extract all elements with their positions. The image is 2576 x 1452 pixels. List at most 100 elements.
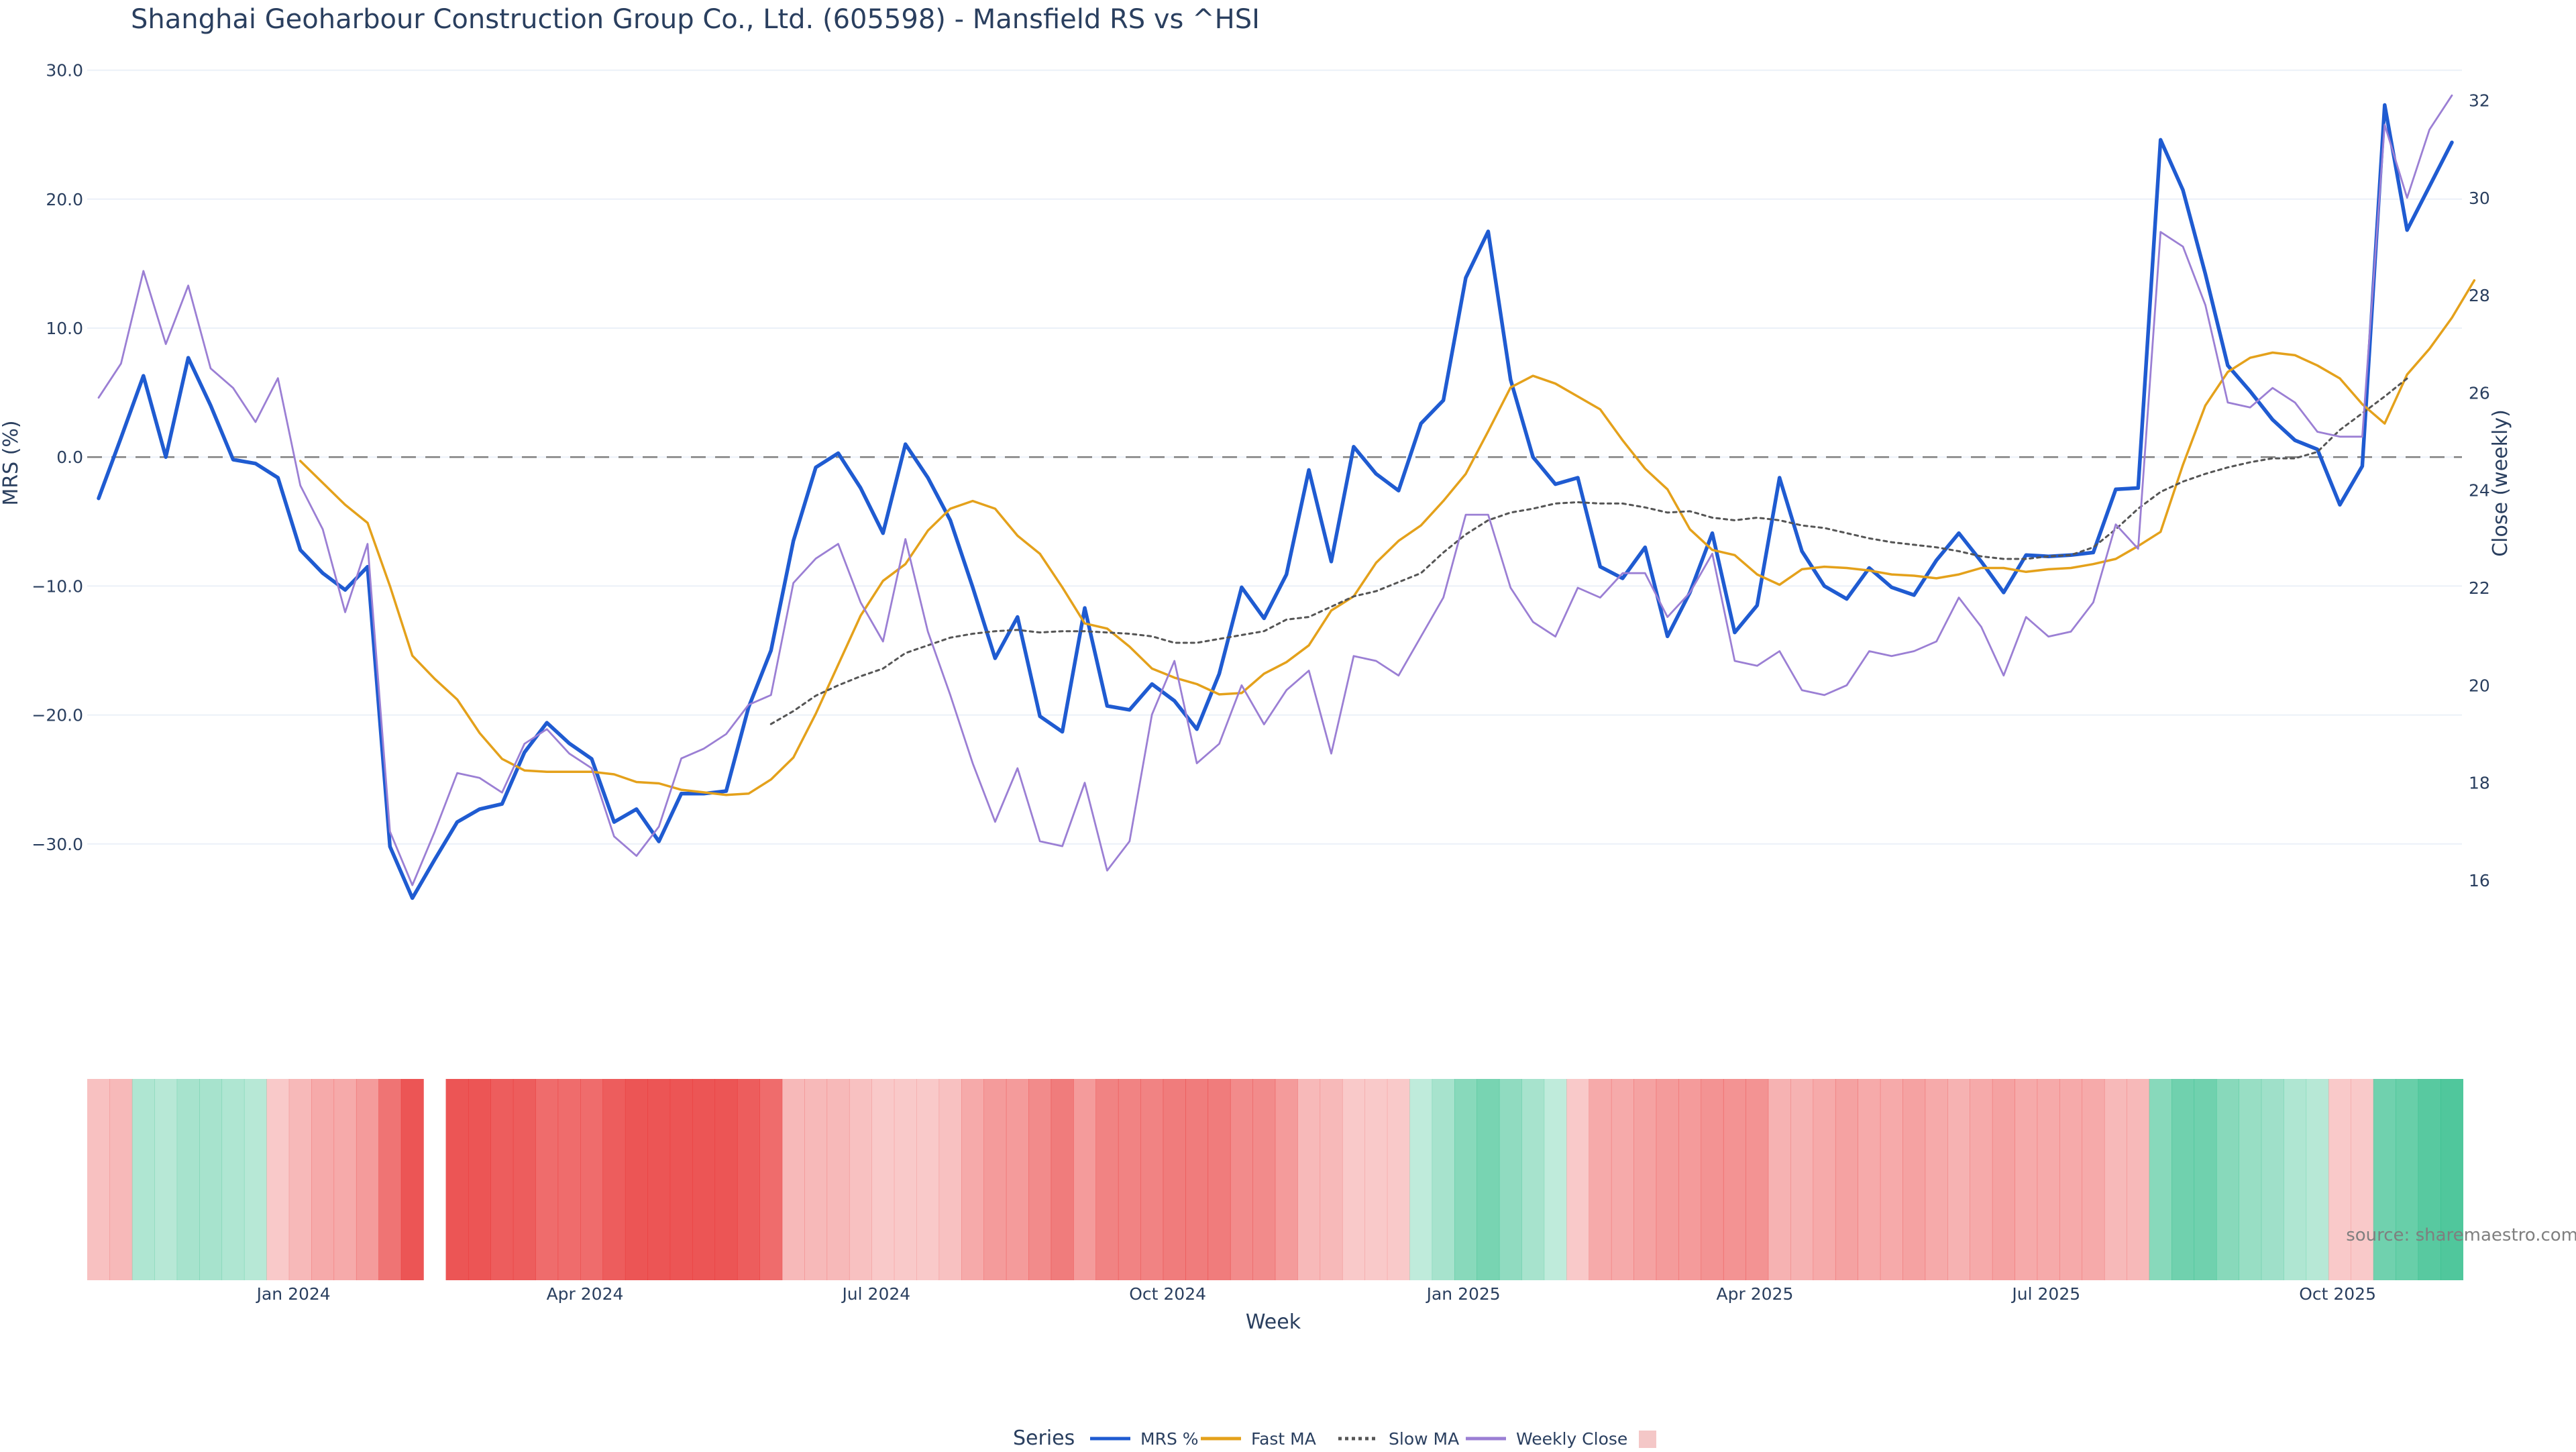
heatmap-cell	[1342, 1079, 1365, 1280]
heatmap-cell	[1723, 1079, 1746, 1280]
heatmap-cell	[782, 1079, 805, 1280]
heatmap-cell	[311, 1079, 335, 1280]
x-tick-label: Oct 2025	[2299, 1284, 2376, 1304]
heatmap-cell	[1208, 1079, 1231, 1280]
heatmap-cell	[871, 1079, 895, 1280]
regime-heatmap	[87, 1079, 2464, 1280]
heatmap-cell	[1656, 1079, 1679, 1280]
heatmap-cell	[109, 1079, 133, 1280]
legend-title: Series	[1013, 1427, 1075, 1449]
y2-tick-label: 30	[2469, 189, 2490, 208]
x-tick-label: Jul 2025	[2010, 1284, 2080, 1304]
heatmap-cell	[288, 1079, 312, 1280]
series-line-weekly-close	[97, 94, 2453, 886]
heatmap-cell	[1118, 1079, 1141, 1280]
heatmap-cell	[894, 1079, 917, 1280]
heatmap-cell	[1185, 1079, 1209, 1280]
heatmap-cell	[445, 1079, 469, 1280]
heatmap-cell	[1858, 1079, 1881, 1280]
heatmap-cell	[1297, 1079, 1321, 1280]
heatmap-cell	[87, 1079, 111, 1280]
heatmap-cell	[199, 1079, 223, 1280]
legend-label: Fast MA	[1251, 1429, 1316, 1449]
chart-title: Shanghai Geoharbour Construction Group C…	[131, 4, 1260, 35]
heatmap-cell	[1320, 1079, 1343, 1280]
series-line-fast-ma	[299, 279, 2476, 796]
heatmap-cell	[1028, 1079, 1052, 1280]
heatmap-cell	[1477, 1079, 1500, 1280]
heatmap-cell	[2284, 1079, 2307, 1280]
heatmap-cell	[244, 1079, 267, 1280]
legend-heatmap-swatch	[1639, 1431, 1656, 1448]
heatmap-cell	[1746, 1079, 1769, 1280]
heatmap-cell	[1140, 1079, 1164, 1280]
heatmap-cell	[714, 1079, 738, 1280]
heatmap-cell	[2059, 1079, 2083, 1280]
heatmap-cell	[916, 1079, 940, 1280]
heatmap-cell	[1633, 1079, 1657, 1280]
x-tick-label: Jan 2024	[256, 1284, 331, 1304]
heatmap-cell	[1566, 1079, 1590, 1280]
x-tick-label: Jan 2025	[1426, 1284, 1501, 1304]
heatmap-cell	[1252, 1079, 1276, 1280]
heatmap-cell	[1521, 1079, 1545, 1280]
heatmap-cell	[2418, 1079, 2441, 1280]
heatmap-cell	[669, 1079, 693, 1280]
heatmap-cell	[2373, 1079, 2396, 1280]
heatmap-cell	[2306, 1079, 2329, 1280]
source-note: source: sharemaestro.com	[2346, 1225, 2576, 1245]
y-tick-label: 20.0	[46, 190, 83, 209]
heatmap-cell	[221, 1079, 245, 1280]
y-tick-label: −10.0	[32, 576, 83, 596]
heatmap-cell	[804, 1079, 828, 1280]
heatmap-cell	[557, 1079, 581, 1280]
heatmap-cell	[2082, 1079, 2105, 1280]
x-tick-label: Apr 2024	[547, 1284, 624, 1304]
heatmap-cell	[737, 1079, 760, 1280]
heatmap-cell	[826, 1079, 850, 1280]
heatmap-cell	[602, 1079, 626, 1280]
heatmap-cell	[1544, 1079, 1567, 1280]
heatmap-cell	[1992, 1079, 2015, 1280]
heatmap-cell	[490, 1079, 514, 1280]
heatmap-cell	[983, 1079, 1007, 1280]
heatmap-cell	[1611, 1079, 1634, 1280]
y-axis-title: MRS (%)	[0, 420, 23, 505]
heatmap-cell	[1925, 1079, 1948, 1280]
heatmap-cell	[647, 1079, 671, 1280]
y-tick-label: 10.0	[46, 319, 83, 338]
heatmap-cell	[1387, 1079, 1410, 1280]
y-tick-label: −20.0	[32, 706, 83, 725]
right-axis-ticks: 32 30 28 26 24 22 20 18 16	[2469, 91, 2490, 890]
heatmap-cell	[1790, 1079, 1814, 1280]
heatmap-cell	[378, 1079, 402, 1280]
heatmap-cell	[2127, 1079, 2150, 1280]
heatmap-cell	[961, 1079, 984, 1280]
heatmap-cell	[154, 1079, 178, 1280]
heatmap-cell	[2351, 1079, 2374, 1280]
x-axis-ticks: Jan 2024 Apr 2024 Jul 2024 Oct 2024 Jan 2025…	[256, 1284, 2376, 1304]
heatmap-cell	[2104, 1079, 2127, 1280]
heatmap-cell	[1499, 1079, 1522, 1280]
heatmap-cell	[1409, 1079, 1433, 1280]
heatmap-cell	[131, 1079, 155, 1280]
heatmap-cell	[2328, 1079, 2351, 1280]
legend-label: Slow MA	[1389, 1429, 1459, 1449]
y2-tick-label: 22	[2469, 578, 2490, 598]
series-line-slow-ma	[769, 377, 2408, 725]
heatmap-cell	[176, 1079, 200, 1280]
heatmap-cell	[1006, 1079, 1029, 1280]
y-tick-label: 30.0	[46, 61, 83, 81]
heatmap-cell	[2037, 1079, 2060, 1280]
heatmap-cell	[580, 1079, 604, 1280]
heatmap-cell	[468, 1079, 491, 1280]
heatmap-cell	[625, 1079, 648, 1280]
heatmap-cell	[266, 1079, 290, 1280]
heatmap-cell	[1095, 1079, 1119, 1280]
y-tick-label: −30.0	[32, 835, 83, 854]
y2-tick-label: 18	[2469, 774, 2490, 793]
y2-tick-label: 28	[2469, 286, 2490, 305]
heatmap-cell	[1947, 1079, 1970, 1280]
legend-label: Weekly Close	[1516, 1429, 1627, 1449]
